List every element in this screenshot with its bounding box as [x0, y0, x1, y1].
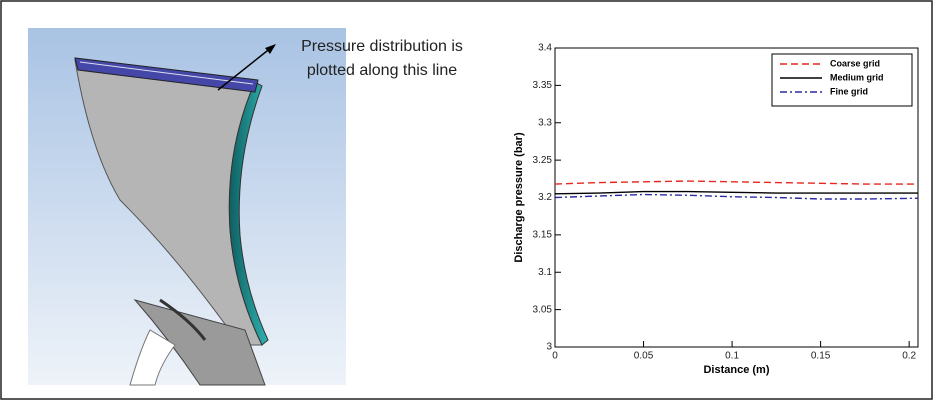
x-tick-label: 0.05	[634, 351, 654, 362]
series-line	[555, 192, 918, 194]
y-tick-label: 3.2	[538, 192, 552, 203]
legend-label: Medium grid	[830, 72, 884, 82]
y-tick-label: 3.35	[533, 80, 553, 91]
y-tick-label: 3.15	[533, 230, 553, 241]
blade-image	[28, 28, 346, 385]
y-tick-label: 3.3	[538, 117, 552, 128]
y-tick-label: 3.4	[538, 43, 552, 54]
x-tick-label: 0.15	[811, 351, 831, 362]
series-line	[555, 181, 918, 184]
y-tick-label: 3.05	[533, 304, 553, 315]
series-line	[555, 195, 918, 199]
figure: Pressure distribution is plotted along t…	[0, 0, 933, 400]
x-axis-label: Distance (m)	[703, 364, 769, 376]
annotation: plotted along this line	[307, 62, 457, 79]
legend-label: Coarse grid	[830, 58, 880, 68]
y-tick-label: 3.25	[533, 155, 553, 166]
y-axis-label: Discharge pressure (bar)	[513, 132, 525, 263]
annotation: Pressure distribution is	[301, 38, 463, 55]
legend-label: Fine grid	[830, 86, 868, 96]
x-tick-label: 0.1	[725, 351, 739, 362]
y-tick-label: 3.1	[538, 267, 552, 278]
x-tick-label: 0.2	[902, 351, 916, 362]
page: Pressure distribution is plotted along t…	[0, 0, 933, 405]
x-tick-label: 0	[552, 351, 558, 362]
